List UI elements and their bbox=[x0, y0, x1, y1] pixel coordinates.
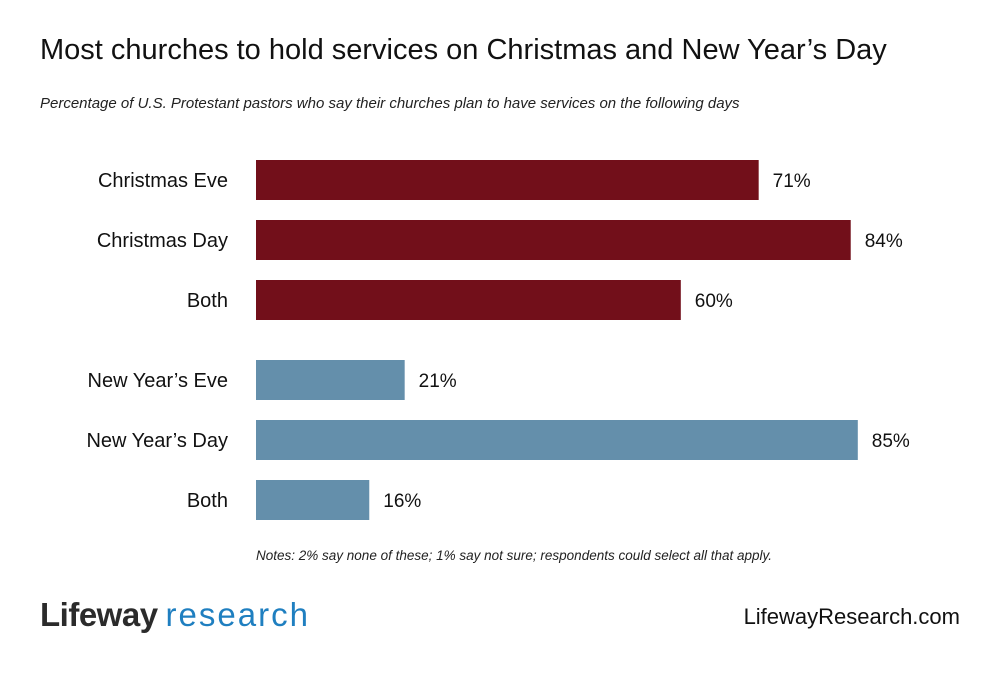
category-label: Both bbox=[187, 490, 228, 512]
bar bbox=[256, 280, 681, 320]
bar bbox=[256, 420, 858, 460]
data-label: 60% bbox=[695, 291, 733, 312]
bar bbox=[256, 360, 405, 400]
bar bbox=[256, 220, 851, 260]
website-url: LifewayResearch.com bbox=[743, 604, 960, 629]
chart-title: Most churches to hold services on Christ… bbox=[40, 34, 887, 66]
chart-subtitle: Percentage of U.S. Protestant pastors wh… bbox=[40, 95, 740, 112]
category-label: New Year’s Day bbox=[86, 430, 228, 452]
bar bbox=[256, 480, 370, 520]
category-label: Christmas Eve bbox=[98, 170, 228, 192]
chart-note: Notes: 2% say none of these; 1% say not … bbox=[256, 548, 773, 563]
data-label: 85% bbox=[872, 431, 910, 452]
data-label: 16% bbox=[383, 491, 421, 512]
bar bbox=[256, 160, 759, 200]
category-label: Christmas Day bbox=[97, 230, 228, 252]
logo-research: research bbox=[165, 596, 310, 633]
lifeway-research-logo: Lifeway research bbox=[40, 596, 310, 634]
data-label: 84% bbox=[865, 231, 903, 252]
data-label: 71% bbox=[773, 171, 811, 192]
category-label: Both bbox=[187, 290, 228, 312]
category-label: New Year’s Eve bbox=[88, 370, 228, 392]
data-label: 21% bbox=[419, 371, 457, 392]
logo-lifeway: Lifeway bbox=[40, 596, 158, 633]
